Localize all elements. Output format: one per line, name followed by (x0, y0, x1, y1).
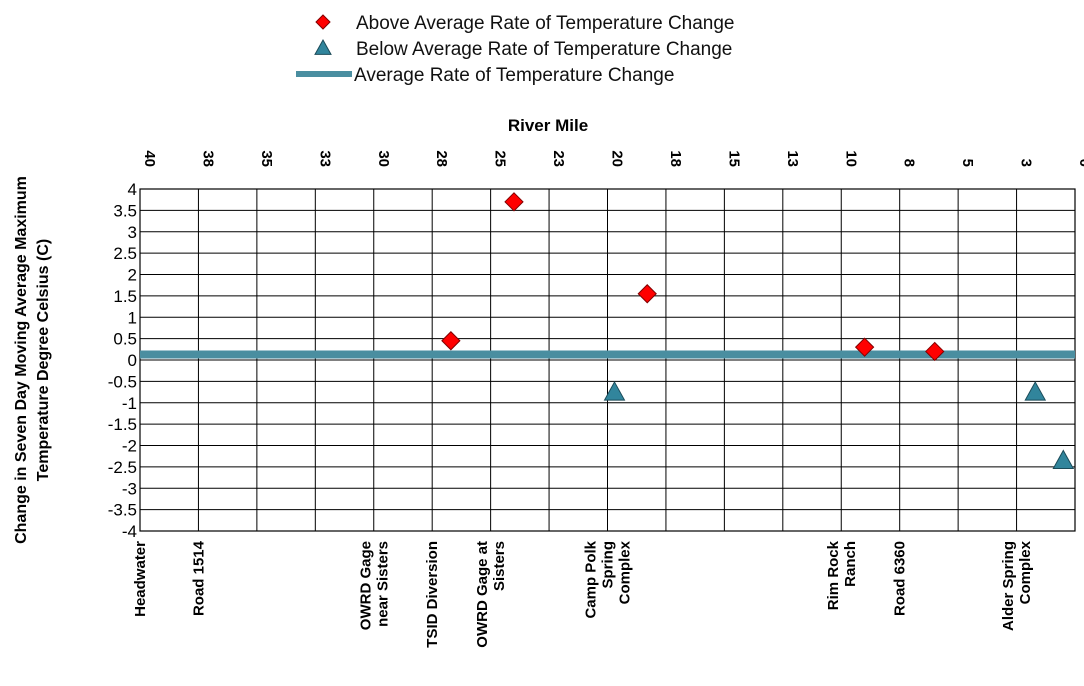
y-tick-label: -3.5 (108, 501, 137, 520)
site-label: Spring (600, 541, 617, 589)
y-tick-label: 1.5 (113, 287, 137, 306)
x-tick-label: 30 (375, 150, 392, 167)
above-average-point (854, 337, 875, 357)
x-tick-label: 23 (550, 150, 567, 167)
x-tick-label: 33 (316, 150, 333, 167)
above-average-point (504, 192, 524, 212)
above-average-point (441, 331, 461, 351)
site-label: Road 1514 (190, 540, 207, 616)
series-marks (140, 192, 1075, 469)
y-axis-title-line: Change in Seven Day Moving Average Maxim… (13, 176, 30, 544)
x-tick-label: 18 (667, 150, 684, 167)
x-tick-label: 5 (959, 159, 976, 167)
y-tick-label: -2.5 (108, 458, 137, 477)
site-label: OWRD Gage at (474, 541, 491, 648)
x-tick-label: 40 (141, 150, 158, 167)
y-tick-label: 0.5 (113, 330, 137, 349)
legend-above-average-marker (315, 14, 331, 30)
legend-label: Above Average Rate of Temperature Change (356, 13, 735, 34)
site-label: Camp Polk (583, 540, 600, 618)
site-label: Road 6360 (892, 541, 909, 616)
x-tick-label: 25 (492, 150, 509, 167)
x-tick-label: 28 (433, 150, 450, 167)
site-label: near Sisters (374, 541, 391, 627)
y-tick-label: 1 (128, 308, 137, 327)
y-tick-label: 2 (128, 266, 137, 285)
x-tick-label: 3 (1018, 159, 1035, 167)
y-tick-label: -1.5 (108, 415, 137, 434)
site-label: Headwater (132, 541, 149, 617)
y-tick-label: 0 (128, 351, 137, 370)
site-label: TSID Diversion (424, 541, 441, 648)
above-average-point (637, 284, 657, 304)
below-average-point (1052, 449, 1075, 469)
y-tick-label: -4 (122, 522, 137, 541)
site-label: Complex (617, 540, 634, 604)
legend-below-average-marker (314, 38, 332, 55)
y-tick-label: -3 (122, 479, 137, 498)
site-label: Ranch (842, 541, 859, 587)
y-tick-label: 3.5 (113, 201, 137, 220)
site-label: Sisters (491, 541, 508, 591)
legend-label: Below Average Rate of Temperature Change (356, 39, 732, 60)
y-tick-label: -1 (122, 394, 137, 413)
x-axis-title: River Mile (508, 116, 588, 135)
y-tick-label: 3 (128, 223, 137, 242)
below-average-point (603, 381, 626, 401)
site-label: OWRD Gage (357, 541, 374, 630)
site-label: Complex (1017, 540, 1034, 604)
x-tick-label: 13 (784, 150, 801, 167)
x-tick-label: 20 (609, 150, 626, 167)
site-labels: Headwater Road 1514 OWRD Gage near Sisters T… (132, 540, 1034, 647)
legend-label: Average Rate of Temperature Change (354, 65, 674, 86)
x-tick-label: 38 (199, 150, 216, 167)
y-tick-label: 2.5 (113, 244, 137, 263)
above-average-point (925, 341, 945, 362)
y-tick-label: -2 (122, 437, 137, 456)
legend: Above Average Rate of Temperature Change… (296, 13, 735, 86)
y-tick-label: -0.5 (108, 372, 137, 391)
x-tick-label: 10 (842, 150, 859, 167)
plot-area-border (139, 188, 1076, 532)
site-label: Rim Rock (825, 540, 842, 610)
x-tick-label: 35 (258, 150, 275, 167)
site-label: Alder Spring (1000, 541, 1017, 631)
x-tick-label: 15 (725, 150, 742, 167)
y-tick-label: 4 (128, 180, 137, 199)
axes: 4 3.5 3 2.5 2 1.5 1 0.5 0 -0.5 -1 -1.5 -2 -2.5 -3 -3.5 -… (13, 116, 1084, 544)
below-average-point (1024, 381, 1047, 401)
x-tick-label: 8 (901, 159, 918, 167)
x-tick-label: 0 (1076, 159, 1084, 167)
y-axis-title-line: Temperature Degree Celsius (C) (35, 239, 52, 481)
